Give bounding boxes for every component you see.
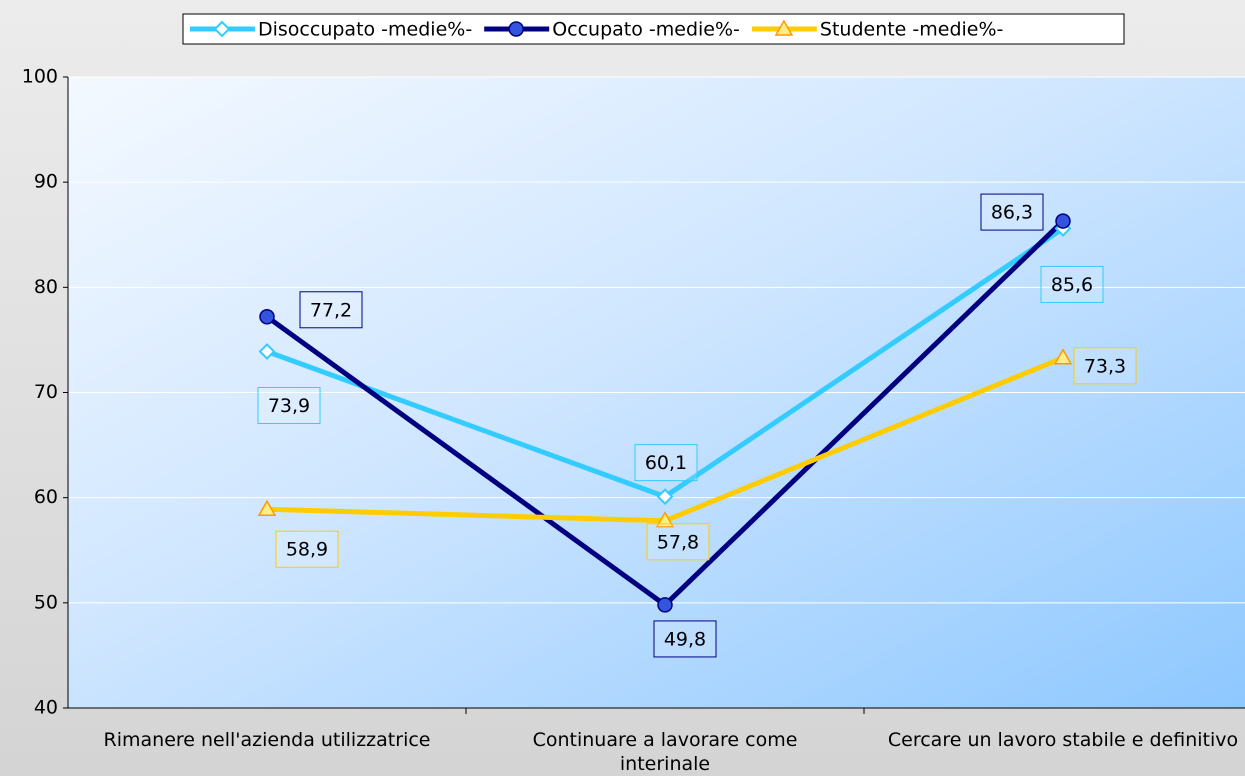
y-tick-label: 100	[22, 66, 58, 88]
data-label-box	[646, 523, 710, 561]
x-tick-label: Continuare a lavorare come interinale	[532, 729, 798, 775]
y-tick-label: 90	[34, 171, 58, 193]
legend-label: Disoccupato -medie%-	[258, 19, 472, 41]
marker	[657, 597, 673, 613]
data-label: 73,9	[268, 395, 310, 417]
marker	[655, 511, 675, 528]
data-label: 86,3	[991, 202, 1033, 224]
marker	[258, 343, 276, 360]
data-label: 49,8	[664, 628, 706, 650]
data-label-box	[275, 530, 339, 568]
marker	[774, 19, 794, 36]
data-label-box	[653, 620, 717, 658]
marker	[213, 20, 231, 38]
data-label-box	[980, 193, 1044, 231]
data-label-box	[634, 444, 698, 482]
y-tick-label: 60	[34, 486, 58, 508]
data-label: 58,9	[286, 539, 328, 561]
marker	[1053, 348, 1073, 365]
data-label: 57,8	[657, 531, 699, 553]
marker	[1055, 213, 1071, 229]
data-label-box	[1040, 265, 1104, 303]
marker	[257, 499, 277, 516]
marker	[508, 21, 524, 37]
y-tick-label: 50	[34, 591, 58, 613]
legend-box	[182, 13, 1125, 45]
data-label: 77,2	[310, 299, 352, 321]
data-label: 60,1	[645, 452, 687, 474]
marker	[259, 309, 275, 325]
y-tick-label: 80	[34, 276, 58, 298]
x-tick-label: Cercare un lavoro stabile e definitivo	[887, 729, 1239, 751]
data-label-box	[257, 386, 321, 424]
data-label: 85,6	[1051, 274, 1093, 296]
y-tick-label: 40	[34, 697, 58, 719]
legend-label: Occupato -medie%-	[552, 19, 740, 41]
legend-label: Studente -medie%-	[820, 19, 1004, 41]
data-label-box	[1073, 347, 1137, 385]
data-label: 73,3	[1084, 355, 1126, 377]
y-tick-label: 70	[34, 381, 58, 403]
marker	[656, 488, 674, 506]
x-tick-label: Rimanere nell'azienda utilizzatrice	[103, 729, 431, 751]
data-label-box	[299, 291, 363, 329]
